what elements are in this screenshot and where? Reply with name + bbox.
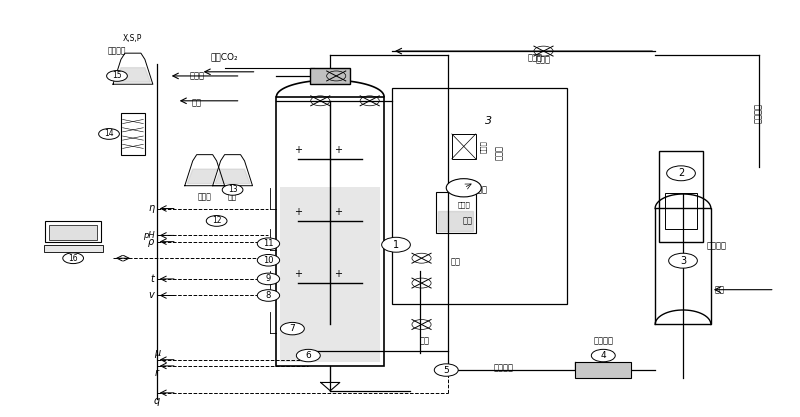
Text: 葡萄糖: 葡萄糖 (198, 192, 212, 201)
Bar (655, 208, 711, 324)
Circle shape (669, 253, 698, 268)
Text: 3: 3 (485, 116, 492, 126)
Text: +: + (334, 145, 342, 155)
Polygon shape (438, 211, 474, 231)
Circle shape (382, 237, 410, 252)
Text: 13: 13 (228, 186, 238, 194)
Text: 出料: 出料 (192, 98, 202, 107)
Text: 水筒: 水筒 (451, 258, 461, 267)
Bar (392, 88, 567, 304)
Text: 6: 6 (306, 351, 311, 360)
Text: 冷却水: 冷却水 (536, 55, 551, 64)
Text: ρ: ρ (148, 238, 154, 248)
Text: 16: 16 (68, 254, 78, 263)
Text: 尾气CO₂: 尾气CO₂ (210, 53, 238, 61)
Circle shape (106, 70, 127, 81)
Text: η: η (148, 203, 154, 214)
Text: 冷却水: 冷却水 (528, 53, 543, 62)
Circle shape (666, 166, 695, 181)
Bar (46, 221, 101, 241)
Circle shape (222, 184, 243, 195)
Circle shape (62, 253, 83, 264)
Text: μ: μ (154, 348, 160, 358)
Polygon shape (115, 68, 150, 82)
Text: 蔓汽: 蔓汽 (420, 337, 430, 346)
Text: +: + (334, 269, 342, 279)
Bar (50, 226, 97, 240)
Bar (121, 113, 145, 155)
Text: 无菌空气: 无菌空气 (494, 364, 514, 372)
Polygon shape (185, 155, 225, 186)
Bar (659, 151, 703, 241)
Text: 12: 12 (212, 216, 222, 226)
Text: v: v (149, 291, 154, 301)
Text: 15: 15 (112, 71, 122, 80)
Bar (277, 97, 384, 366)
Text: 空气: 空气 (715, 285, 725, 294)
Circle shape (98, 128, 119, 139)
Text: 1: 1 (393, 240, 399, 250)
Bar (310, 68, 350, 84)
Circle shape (434, 364, 458, 376)
Text: 3: 3 (680, 256, 686, 266)
Text: 压缩空气: 压缩空气 (594, 336, 614, 345)
Polygon shape (113, 53, 153, 84)
Text: 水筒: 水筒 (462, 216, 473, 226)
Text: +: + (334, 207, 342, 217)
Text: 电磁阀: 电磁阀 (495, 145, 504, 160)
Text: 出水口: 出水口 (190, 71, 204, 80)
Circle shape (281, 322, 304, 335)
Circle shape (258, 273, 280, 285)
Text: +: + (294, 269, 302, 279)
Text: +: + (294, 207, 302, 217)
Text: 供水系统: 供水系统 (754, 103, 763, 123)
Text: 11: 11 (263, 239, 274, 248)
Text: 10: 10 (263, 256, 274, 265)
Circle shape (591, 349, 615, 362)
Text: 9: 9 (266, 274, 271, 284)
Bar (44, 244, 102, 252)
Text: 2: 2 (678, 168, 684, 178)
Text: 氨水: 氨水 (228, 192, 238, 201)
Text: 电磁阀: 电磁阀 (480, 140, 486, 153)
Circle shape (258, 238, 280, 249)
Circle shape (258, 254, 280, 266)
Text: 7: 7 (290, 324, 295, 333)
Circle shape (258, 290, 280, 301)
Bar (452, 134, 476, 159)
Text: 循环泵: 循环泵 (472, 186, 487, 194)
Polygon shape (215, 169, 250, 183)
Text: pH: pH (143, 231, 154, 240)
Circle shape (296, 349, 320, 362)
Text: r: r (155, 368, 159, 378)
Polygon shape (187, 169, 222, 183)
Text: 4: 4 (601, 351, 606, 360)
Text: 循环泵: 循环泵 (458, 202, 470, 208)
Text: t: t (150, 274, 154, 284)
Circle shape (206, 216, 227, 226)
Bar (575, 362, 631, 378)
Text: 离络化验: 离络化验 (108, 46, 126, 55)
Text: co: co (258, 254, 269, 263)
Text: 5: 5 (443, 366, 449, 374)
Text: 14: 14 (104, 129, 114, 138)
Text: q: q (154, 396, 160, 406)
Circle shape (446, 178, 482, 197)
Bar (281, 187, 380, 362)
Text: X,S,P: X,S,P (123, 34, 142, 43)
Polygon shape (213, 155, 253, 186)
Text: 供水系统: 供水系统 (707, 241, 727, 250)
Text: 8: 8 (266, 291, 271, 300)
Bar (666, 193, 697, 229)
Bar (436, 192, 476, 234)
Text: +: + (294, 145, 302, 155)
